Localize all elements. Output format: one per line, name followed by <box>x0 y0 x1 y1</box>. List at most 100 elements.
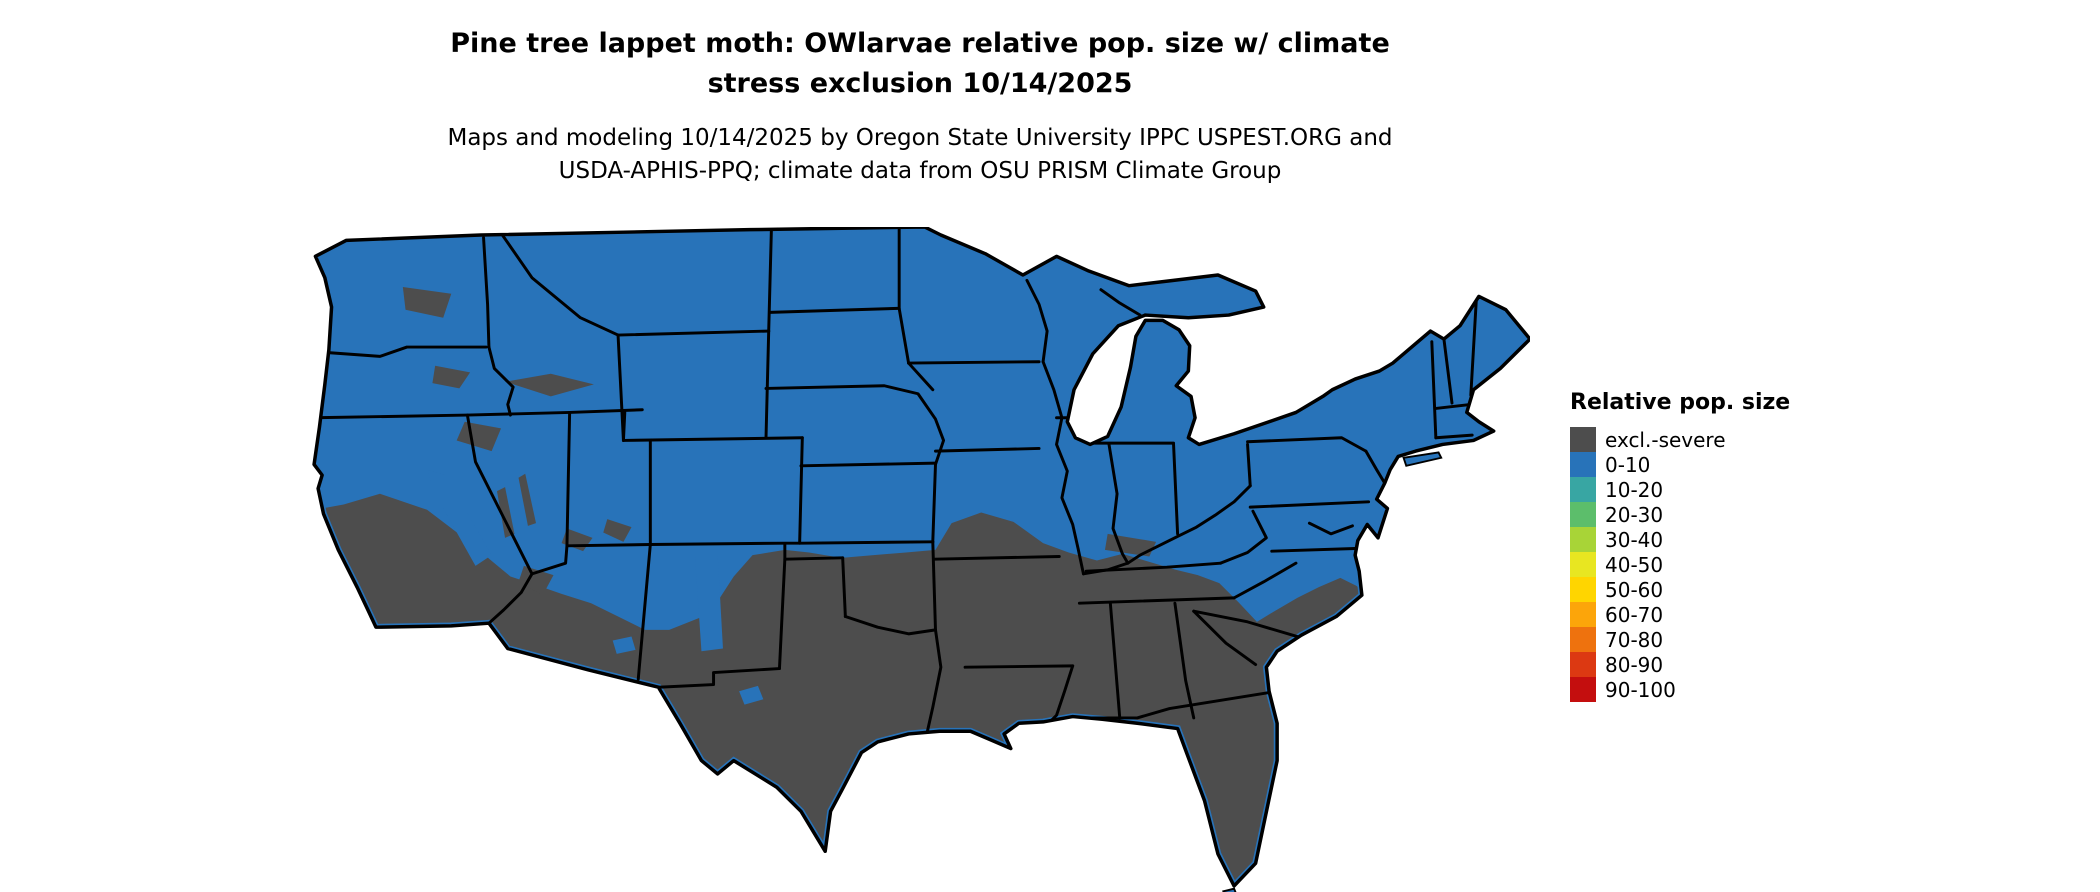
state-border <box>636 543 652 681</box>
legend-label: 80-90 <box>1605 652 1664 677</box>
state-border <box>482 236 491 349</box>
state-border <box>1442 337 1454 405</box>
state-border <box>314 408 644 420</box>
state-border <box>925 628 943 733</box>
state-border <box>777 557 787 671</box>
state-border <box>1246 436 1368 453</box>
state-border <box>767 228 773 333</box>
state-border <box>1099 288 1142 317</box>
legend-item: 80-90 <box>1570 652 1830 677</box>
state-border <box>1219 509 1268 565</box>
legend-items: excl.-severe 0-10 10-20 20-30 30-40 40-50 50-6… <box>1570 427 1830 702</box>
state-border <box>798 436 804 545</box>
us-map-svg <box>312 227 1530 892</box>
state-border <box>1041 360 1085 576</box>
legend-swatch <box>1570 452 1596 477</box>
state-border <box>1107 442 1130 565</box>
state-border <box>1430 340 1438 440</box>
legend-title: Relative pop. size <box>1570 390 1791 415</box>
state-border <box>768 306 900 314</box>
legend-item: 40-50 <box>1570 552 1830 577</box>
state-border <box>764 384 946 466</box>
state-border <box>841 556 847 618</box>
legend-label: 50-60 <box>1605 577 1664 602</box>
excluded-region <box>402 287 452 318</box>
state-border <box>656 667 781 689</box>
legend-swatch <box>1570 427 1596 452</box>
map-legend: Relative pop. size excl.-severe 0-10 10-20… <box>1570 390 1830 702</box>
legend-label: 40-50 <box>1605 552 1664 577</box>
excluded-region <box>456 421 502 452</box>
legend-swatch <box>1570 602 1596 627</box>
subtitle-line-1: Maps and modeling 10/14/2025 by Oregon S… <box>447 125 1393 151</box>
state-border <box>1084 561 1223 573</box>
legend-swatch <box>1570 527 1596 552</box>
state-border <box>764 329 771 440</box>
legend-swatch <box>1570 677 1596 702</box>
state-border <box>465 413 534 625</box>
state-border <box>621 436 804 442</box>
state-border <box>843 615 937 636</box>
legend-item: 90-100 <box>1570 677 1830 702</box>
state-border <box>1081 484 1252 576</box>
subtitle-line-2: USDA-APHIS-PPQ; climate data from OSU PR… <box>558 158 1282 184</box>
state-border <box>934 446 1041 453</box>
state-border <box>931 540 937 632</box>
state-border <box>1248 500 1371 509</box>
population-region <box>739 685 764 705</box>
legend-swatch <box>1570 477 1596 502</box>
legend-item: 10-20 <box>1570 477 1830 502</box>
population-region <box>612 636 636 654</box>
island <box>1402 451 1443 467</box>
legend-swatch <box>1570 627 1596 652</box>
state-border <box>616 333 625 442</box>
population-region <box>427 469 492 566</box>
legend-label: 70-80 <box>1605 627 1664 652</box>
title-line-1: Pine tree lappet moth: OWlarvae relative… <box>450 28 1390 59</box>
legend-item: excl.-severe <box>1570 427 1830 452</box>
us-outline <box>312 227 1530 888</box>
state-border <box>1270 547 1357 553</box>
excluded-region <box>518 473 537 526</box>
state-border <box>487 345 515 417</box>
legend-label: 0-10 <box>1605 452 1651 477</box>
state-border <box>932 555 1061 561</box>
legend-swatch <box>1570 652 1596 677</box>
state-border <box>1232 561 1298 600</box>
legend-item: 50-60 <box>1570 577 1830 602</box>
us-map <box>306 227 1530 892</box>
attribution-subtitle: Maps and modeling 10/14/2025 by Oregon S… <box>300 122 1540 188</box>
legend-swatch <box>1570 552 1596 577</box>
state-border <box>799 461 937 468</box>
state-border <box>1434 402 1473 410</box>
state-border <box>1192 609 1299 639</box>
state-border <box>323 345 488 358</box>
state-border <box>907 361 935 392</box>
state-border <box>1246 442 1252 488</box>
legend-swatch <box>1570 577 1596 602</box>
legend-label: excl.-severe <box>1605 427 1726 452</box>
page-title: Pine tree lappet moth: OWlarvae relative… <box>300 24 1540 104</box>
state-border <box>616 329 771 337</box>
state-border <box>1108 601 1122 720</box>
excluded-region <box>496 487 515 538</box>
state-border <box>1364 449 1387 485</box>
excluded-region <box>505 373 594 397</box>
legend-item: 60-70 <box>1570 602 1830 627</box>
legend-item: 70-80 <box>1570 627 1830 652</box>
state-border <box>1307 521 1354 536</box>
state-border <box>907 360 1041 365</box>
legend-item: 0-10 <box>1570 452 1830 477</box>
state-border <box>963 664 1075 669</box>
island <box>1222 887 1237 892</box>
state-border <box>530 544 569 576</box>
state-border <box>1434 433 1474 440</box>
state-border <box>1025 278 1049 364</box>
population-region <box>694 552 723 652</box>
state-border <box>1469 300 1478 397</box>
excluded-region <box>432 365 471 389</box>
state-border <box>1077 596 1236 605</box>
legend-swatch <box>1570 502 1596 527</box>
state-border <box>1172 442 1180 536</box>
